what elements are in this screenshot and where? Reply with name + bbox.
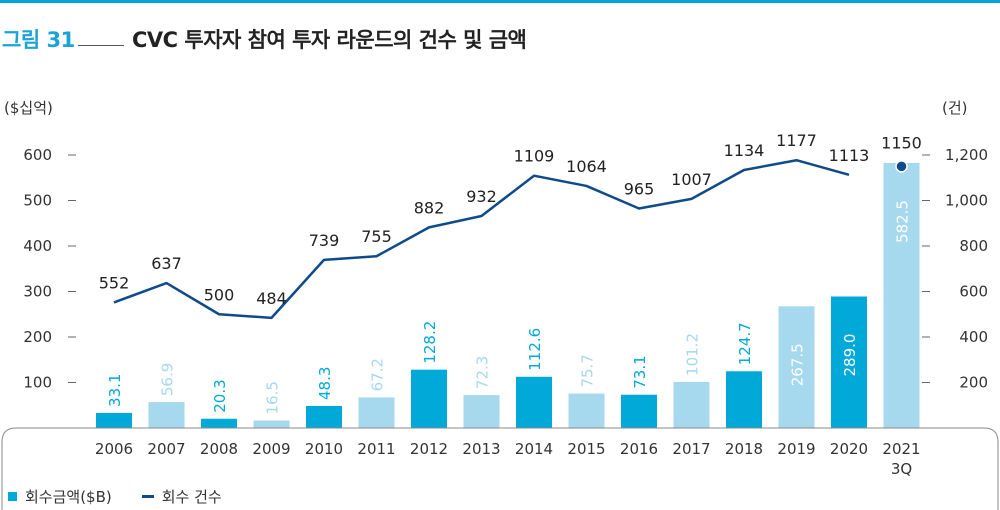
left-tick-label: 200 <box>23 328 52 346</box>
bar-2008 <box>201 418 237 428</box>
legend: 회수금액($B) 회수 건수 <box>8 486 222 507</box>
right-tick-label: 1,200 <box>945 146 988 164</box>
bar-value-label: 67.2 <box>369 358 387 391</box>
bar-2007 <box>148 402 185 428</box>
line-value-label: 882 <box>414 198 445 217</box>
line-value-label: 1177 <box>776 131 817 150</box>
x-tick-label: 2016 <box>620 440 658 458</box>
x-tick-label: 2009 <box>252 440 290 458</box>
left-tick-label: 500 <box>23 192 52 210</box>
bar-value-label: 48.3 <box>316 367 334 400</box>
x-tick-label: 2020 <box>830 440 868 458</box>
bar-value-label: 112.6 <box>526 328 544 371</box>
bar-2013 <box>463 395 500 428</box>
x-tick-label: 2008 <box>200 440 238 458</box>
line-value-label: 1150 <box>881 133 922 152</box>
bar-2012 <box>411 369 447 428</box>
bar-value-label: 582.5 <box>894 200 912 243</box>
line-value-label: 755 <box>361 227 392 246</box>
bar-2011 <box>358 397 395 428</box>
x-tick-label: 2012 <box>410 440 448 458</box>
line-value-label: 637 <box>151 254 182 273</box>
legend-line-swatch <box>141 495 154 498</box>
bar-value-label: 289.0 <box>841 334 859 377</box>
bar-2016 <box>621 394 657 428</box>
right-axis-unit: (건) <box>942 99 968 117</box>
line-value-label: 1113 <box>829 146 870 165</box>
bar-2014 <box>516 376 552 428</box>
line-value-label: 1064 <box>566 157 607 176</box>
bar-2010 <box>306 406 342 428</box>
bar-2020 <box>831 296 867 428</box>
left-axis-unit: ($십억) <box>4 99 53 117</box>
right-tick-label: 1,000 <box>945 192 988 210</box>
line-value-label: 1109 <box>514 147 555 166</box>
top-rule <box>0 0 1000 3</box>
frame-right-edge <box>928 427 999 510</box>
bar-value-label: 72.3 <box>474 356 492 389</box>
bar-value-label: 20.3 <box>211 379 229 412</box>
bar-value-label: 56.9 <box>159 363 177 396</box>
left-tick-label: 300 <box>23 283 52 301</box>
left-tick-label: 400 <box>23 237 52 255</box>
bar-value-label: 101.2 <box>684 333 702 376</box>
x-tick-label: 2011 <box>357 440 395 458</box>
line-value-label: 739 <box>309 231 340 250</box>
figure-divider <box>78 45 124 46</box>
line-value-label: 484 <box>256 289 287 308</box>
bar-value-label: 75.7 <box>579 354 597 387</box>
x-tick-label: 2021 <box>882 440 920 458</box>
bar-value-label: 33.1 <box>106 374 124 407</box>
bar-2017 <box>673 381 710 428</box>
bar-value-label: 128.2 <box>421 321 439 364</box>
figure-label: 그림 31 <box>2 28 75 52</box>
bar-2019 <box>778 306 815 428</box>
x-tick-label: 3Q <box>891 460 912 478</box>
x-tick-label: 2013 <box>462 440 500 458</box>
line-value-label: 552 <box>99 273 130 292</box>
bar-value-label: 124.7 <box>736 322 754 365</box>
legend-line-label: 회수 건수 <box>161 488 222 506</box>
line-value-label: 1134 <box>724 141 765 160</box>
bar-2006 <box>96 412 132 428</box>
bar-2021 <box>883 162 920 428</box>
legend-bar-swatch <box>8 492 17 501</box>
right-tick-label: 800 <box>959 237 988 255</box>
x-tick-label: 2018 <box>725 440 763 458</box>
x-tick-label: 2007 <box>147 440 185 458</box>
x-tick-label: 2017 <box>672 440 710 458</box>
bar-2009 <box>253 420 290 428</box>
bar-value-label: 16.5 <box>264 381 282 414</box>
bar-value-label: 267.5 <box>789 343 807 386</box>
line-value-label: 965 <box>624 179 655 198</box>
right-tick-label: 400 <box>959 328 988 346</box>
line-value-label: 500 <box>204 285 235 304</box>
frame-left-edge <box>1 427 72 510</box>
x-tick-label: 2015 <box>567 440 605 458</box>
bar-2018 <box>726 371 762 428</box>
chart-title: CVC 투자자 참여 투자 라운드의 건수 및 금액 <box>132 28 527 52</box>
right-tick-label: 600 <box>959 283 988 301</box>
x-tick-label: 2010 <box>305 440 343 458</box>
legend-bar-label: 회수금액($B) <box>25 488 112 506</box>
line-value-label: 932 <box>466 187 497 206</box>
x-tick-label: 2014 <box>515 440 553 458</box>
bar-value-label: 73.1 <box>631 355 649 388</box>
line-marker-2021-3q <box>895 160 908 173</box>
left-tick-label: 100 <box>23 374 52 392</box>
line-series-count <box>113 158 850 320</box>
line-value-label: 1007 <box>671 170 712 189</box>
bar-2015 <box>568 393 605 428</box>
x-tick-label: 2006 <box>95 440 133 458</box>
x-tick-label: 2019 <box>777 440 815 458</box>
left-tick-label: 600 <box>23 146 52 164</box>
right-tick-label: 200 <box>959 374 988 392</box>
